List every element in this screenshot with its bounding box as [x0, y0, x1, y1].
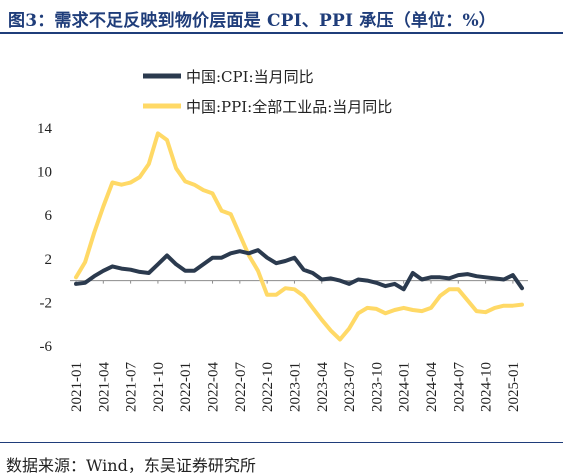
x-tick-label: 2023-07 — [342, 362, 358, 412]
x-tick-label: 2021-10 — [151, 362, 167, 412]
source-rule — [0, 442, 563, 443]
x-tick-label: 2025-01 — [506, 362, 522, 412]
x-tick-label: 2021-04 — [96, 362, 112, 412]
x-tick-label: 2021-07 — [124, 362, 140, 412]
x-tick-label: 2021-01 — [69, 362, 85, 412]
series-line-ppi — [74, 131, 524, 342]
x-tick-label: 2024-04 — [424, 362, 440, 412]
figure-title: 图3：需求不足反映到物价层面是 CPI、PPI 承压（单位：%） — [8, 11, 497, 31]
y-tick-label: 6 — [45, 208, 53, 224]
series-group — [74, 131, 524, 342]
source-note: 数据来源：Wind，东吴证券研究所 — [6, 456, 256, 475]
x-tick-label: 2024-07 — [451, 362, 467, 412]
y-tick-label: -2 — [40, 295, 53, 311]
series-line-cpi — [74, 248, 524, 292]
chart-legend: 中国:CPI:当月同比 中国:PPI:全部工业品:当月同比 — [143, 68, 392, 116]
x-tick-label: 2024-10 — [479, 362, 495, 412]
x-tick-label: 2022-04 — [206, 362, 222, 412]
y-tick-label: 2 — [45, 252, 53, 268]
legend-label-ppi: 中国:PPI:全部工业品:当月同比 — [186, 98, 392, 116]
y-axis: 14 10 6 2 -2 -6 — [37, 121, 53, 355]
y-tick-label: -6 — [40, 339, 53, 355]
x-tick-label: 2023-01 — [287, 362, 303, 412]
x-tick-label: 2022-01 — [178, 362, 194, 412]
title-rule — [0, 32, 563, 34]
x-tick-label: 2024-01 — [397, 362, 413, 412]
line-chart: 中国:CPI:当月同比 中国:PPI:全部工业品:当月同比 14 10 6 2 -2 -6… — [37, 68, 528, 412]
x-axis: 2021-01 2021-04 2021-07 2021-10 2022-01 2022-… — [69, 280, 528, 412]
x-tick-label: 2022-07 — [233, 362, 249, 412]
y-tick-label: 14 — [37, 121, 53, 137]
x-tick-label: 2023-04 — [315, 362, 331, 412]
x-tick-label: 2023-10 — [369, 362, 385, 412]
legend-label-cpi: 中国:CPI:当月同比 — [186, 68, 314, 86]
y-tick-label: 10 — [37, 165, 52, 181]
x-tick-label: 2022-10 — [260, 362, 276, 412]
